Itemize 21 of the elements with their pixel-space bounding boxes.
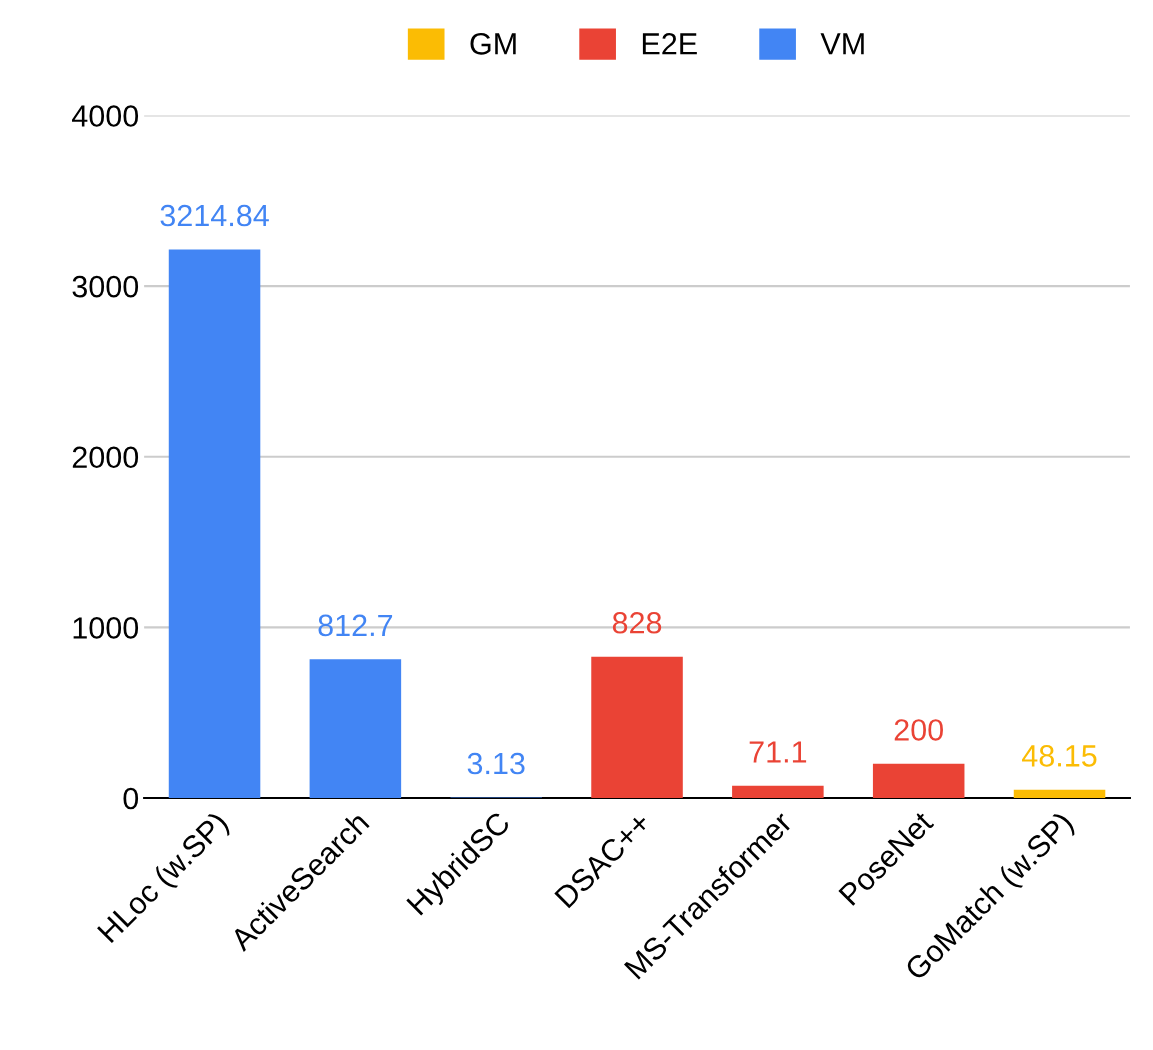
legend-label: E2E bbox=[642, 33, 697, 55]
y-tick-label: 2000 bbox=[72, 446, 139, 469]
bar bbox=[168, 249, 261, 798]
data-label: 48.15 bbox=[1022, 745, 1097, 767]
data-label: 200 bbox=[894, 719, 943, 741]
legend-label: GM bbox=[470, 33, 516, 55]
legend-label: VM bbox=[820, 33, 864, 55]
data-label: 3.13 bbox=[467, 752, 525, 775]
y-tick-label: 4000 bbox=[72, 105, 139, 127]
data-label: 828 bbox=[612, 611, 662, 634]
bar bbox=[1013, 789, 1106, 798]
bar bbox=[309, 659, 402, 798]
data-label: 71.1 bbox=[749, 741, 807, 763]
data-label: 3214.84 bbox=[160, 204, 269, 227]
y-tick-label: 3000 bbox=[72, 275, 139, 298]
bar bbox=[872, 763, 965, 798]
data-label: 812.7 bbox=[318, 614, 393, 637]
y-tick-label: 0 bbox=[123, 787, 139, 810]
bar bbox=[591, 656, 683, 798]
bar bbox=[732, 785, 824, 798]
y-tick-label: 1000 bbox=[73, 617, 139, 639]
